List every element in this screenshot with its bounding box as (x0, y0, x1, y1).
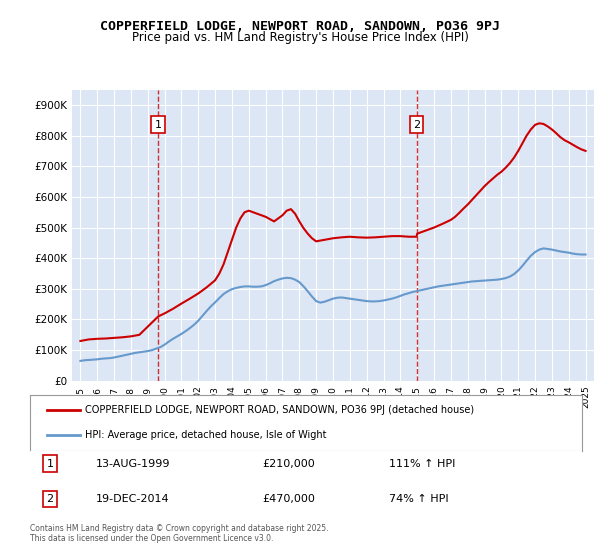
Text: 13-AUG-1999: 13-AUG-1999 (96, 459, 171, 469)
Text: 74% ↑ HPI: 74% ↑ HPI (389, 494, 448, 504)
Text: 2: 2 (47, 494, 53, 504)
Text: 1: 1 (47, 459, 53, 469)
Text: HPI: Average price, detached house, Isle of Wight: HPI: Average price, detached house, Isle… (85, 430, 326, 440)
Text: COPPERFIELD LODGE, NEWPORT ROAD, SANDOWN, PO36 9PJ (detached house): COPPERFIELD LODGE, NEWPORT ROAD, SANDOWN… (85, 405, 475, 416)
Text: COPPERFIELD LODGE, NEWPORT ROAD, SANDOWN, PO36 9PJ: COPPERFIELD LODGE, NEWPORT ROAD, SANDOWN… (100, 20, 500, 32)
Text: Contains HM Land Registry data © Crown copyright and database right 2025.
This d: Contains HM Land Registry data © Crown c… (30, 524, 329, 543)
Text: 2: 2 (413, 119, 420, 129)
Text: 1: 1 (155, 119, 162, 129)
Text: £470,000: £470,000 (262, 494, 315, 504)
Text: 19-DEC-2014: 19-DEC-2014 (96, 494, 170, 504)
Text: 111% ↑ HPI: 111% ↑ HPI (389, 459, 455, 469)
Text: £210,000: £210,000 (262, 459, 314, 469)
Text: Price paid vs. HM Land Registry's House Price Index (HPI): Price paid vs. HM Land Registry's House … (131, 31, 469, 44)
